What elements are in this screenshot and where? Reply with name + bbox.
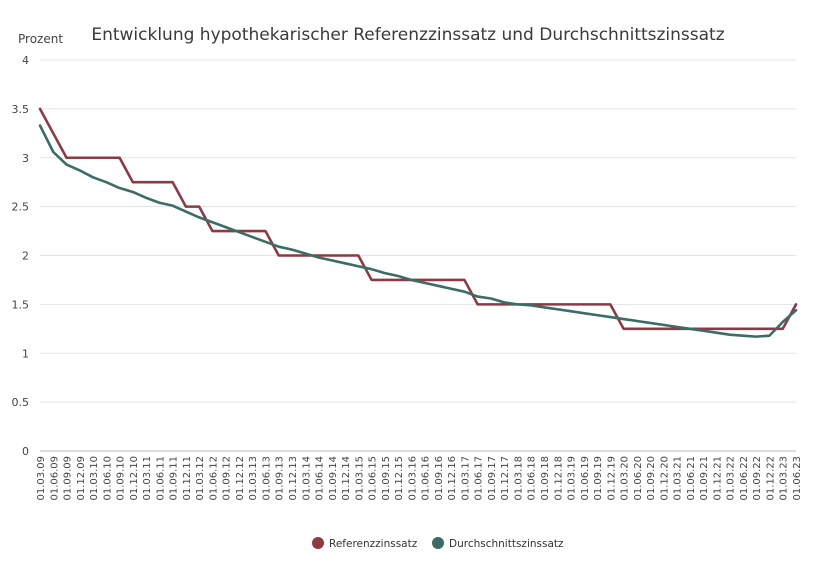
x-tick-label: 01.12.09 <box>76 456 87 501</box>
x-tick-label: 01.12.11 <box>182 456 193 501</box>
x-tick-label: 01.06.18 <box>527 456 538 501</box>
x-tick-label: 01.09.19 <box>593 456 604 501</box>
x-tick-label: 01.03.13 <box>248 456 259 501</box>
chart-title: Entwicklung hypothekarischer Referenzzin… <box>91 25 724 45</box>
x-tick-label: 01.06.16 <box>421 456 432 501</box>
x-tick-label: 01.09.18 <box>540 456 551 501</box>
x-tick-label: 01.06.13 <box>261 456 272 501</box>
series-line-referenzzinssatz <box>38 107 798 331</box>
y-tick-label: 1.5 <box>12 298 30 311</box>
x-tick-label: 01.06.15 <box>368 456 379 501</box>
x-axis-ticks: 01.03.09 01.06.09 01.09.09 01.12.09 01.03.10… <box>36 456 803 501</box>
x-tick-label: 01.06.10 <box>102 456 113 501</box>
x-tick-label: 01.09.10 <box>116 456 127 501</box>
legend-label: Durchschnittszinssatz <box>449 538 564 550</box>
x-tick-label: 01.03.09 <box>36 456 47 501</box>
x-tick-label: 01.09.13 <box>275 456 286 501</box>
x-tick-label: 01.06.12 <box>208 456 219 501</box>
y-tick-label: 1 <box>22 347 29 360</box>
x-tick-label: 01.06.20 <box>633 456 644 501</box>
y-tick-label: 3 <box>22 152 29 165</box>
x-tick-label: 01.12.16 <box>447 456 458 501</box>
x-tick-label: 01.03.15 <box>354 456 365 501</box>
x-tick-label: 01.06.11 <box>155 456 166 501</box>
x-tick-label: 01.09.17 <box>487 456 498 501</box>
x-tick-label: 01.03.19 <box>567 456 578 501</box>
legend-item[interactable]: Referenzzinssatz <box>312 537 418 550</box>
y-tick-label: 4 <box>22 54 29 67</box>
x-tick-label: 01.09.14 <box>328 456 339 501</box>
x-tick-label: 01.06.17 <box>474 456 485 501</box>
y-tick-label: 2.5 <box>12 201 30 214</box>
x-tick-label: 01.03.11 <box>142 456 153 501</box>
x-tick-label: 01.12.12 <box>235 456 246 501</box>
legend-item[interactable]: Durchschnittszinssatz <box>432 537 564 550</box>
x-tick-label: 01.12.19 <box>606 456 617 501</box>
y-tick-label: 0.5 <box>12 396 30 409</box>
series-lines <box>38 107 798 338</box>
x-tick-label: 01.06.22 <box>739 456 750 501</box>
x-tick-label: 01.09.16 <box>434 456 445 501</box>
x-tick-label: 01.09.20 <box>646 456 657 501</box>
x-tick-label: 01.06.21 <box>686 456 697 501</box>
x-tick-label: 01.09.15 <box>381 456 392 501</box>
x-tick-label: 01.06.14 <box>315 456 326 501</box>
x-tick-label: 01.12.20 <box>659 456 670 501</box>
x-tick-label: 01.06.23 <box>792 456 803 501</box>
y-tick-label: 3.5 <box>12 103 30 116</box>
legend-label: Referenzzinssatz <box>329 538 418 550</box>
x-tick-label: 01.03.20 <box>620 456 631 501</box>
series-line-durchschnittszinssatz <box>38 124 798 338</box>
legend-marker <box>432 537 444 549</box>
x-tick-label: 01.06.09 <box>49 456 60 501</box>
x-tick-label: 01.12.10 <box>129 456 140 501</box>
x-tick-label: 01.03.10 <box>89 456 100 501</box>
x-tick-label: 01.12.14 <box>341 456 352 501</box>
x-tick-label: 01.06.19 <box>580 456 591 501</box>
y-axis-label: Prozent <box>18 32 63 46</box>
x-tick-label: 01.03.23 <box>779 456 790 501</box>
legend-marker <box>312 537 324 549</box>
x-tick-label: 01.09.21 <box>699 456 710 501</box>
x-tick-label: 01.09.12 <box>222 456 233 501</box>
y-tick-label: 2 <box>22 250 29 263</box>
y-axis-ticks: 0 0.5 1 1.5 2 2.5 3 3.5 4 <box>12 54 30 458</box>
x-tick-label: 01.12.13 <box>288 456 299 501</box>
x-tick-label: 01.12.15 <box>394 456 405 501</box>
x-tick-label: 01.03.21 <box>673 456 684 501</box>
x-tick-label: 01.09.22 <box>752 456 763 501</box>
x-tick-label: 01.12.22 <box>765 456 776 501</box>
x-tick-label: 01.12.18 <box>553 456 564 501</box>
x-tick-label: 01.03.17 <box>460 456 471 501</box>
x-tick-label: 01.03.12 <box>195 456 206 501</box>
y-tick-label: 0 <box>22 445 29 458</box>
x-tick-label: 01.12.21 <box>712 456 723 501</box>
x-tick-label: 01.03.14 <box>301 456 312 501</box>
x-tick-label: 01.03.18 <box>513 456 524 501</box>
grid-lines <box>40 59 796 403</box>
x-tick-label: 01.03.16 <box>407 456 418 501</box>
x-tick-label: 01.03.22 <box>726 456 737 501</box>
legend: Referenzzinssatz Durchschnittszinssatz <box>312 537 564 550</box>
x-tick-label: 01.09.11 <box>169 456 180 501</box>
x-tick-label: 01.12.17 <box>500 456 511 501</box>
x-tick-label: 01.09.09 <box>63 456 74 501</box>
